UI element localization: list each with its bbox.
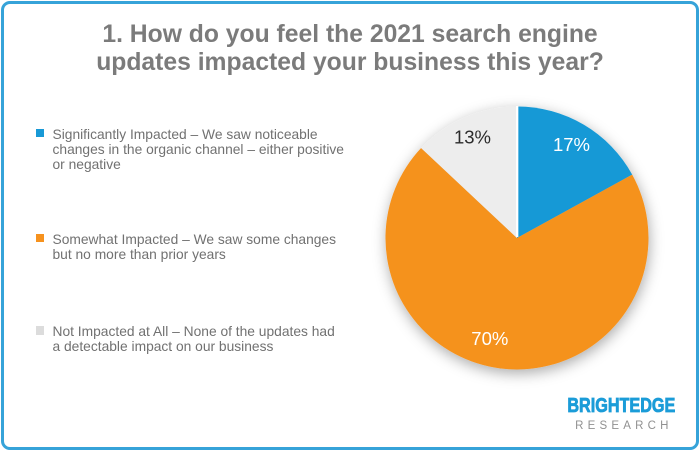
svg-text:70%: 70%	[471, 328, 508, 349]
svg-text:13%: 13%	[454, 127, 491, 148]
svg-text:17%: 17%	[553, 134, 590, 155]
